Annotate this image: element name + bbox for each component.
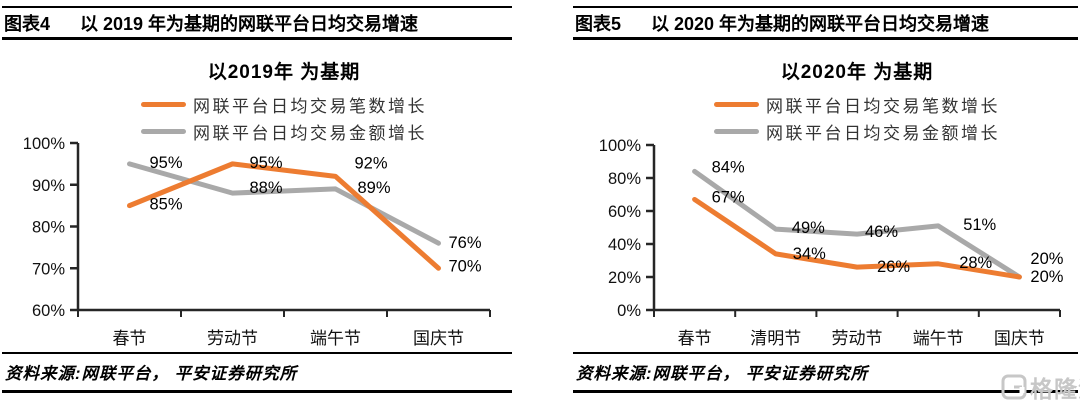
y-tick-label: 60% [608, 203, 641, 221]
data-label: 95% [250, 154, 283, 172]
chart-title: 以2019年 为基期 [207, 62, 361, 83]
data-label: 46% [865, 223, 898, 241]
series-line-1 [692, 168, 1022, 280]
data-label: 20% [1030, 268, 1063, 286]
y-tick-label: 0% [617, 302, 641, 320]
x-category-label: 国庆节 [413, 329, 464, 348]
figure-header: 图表5 以 2020 年为基期的网联平台日均交易增速 [573, 6, 1078, 40]
x-category-label: 端午节 [310, 329, 361, 348]
figure-header: 图表4 以 2019 年为基期的网联平台日均交易增速 [2, 6, 512, 40]
legend-item: 网联平台日均交易金额增长 [141, 119, 427, 144]
figure-tag: 图表4 [4, 13, 51, 34]
legend-item: 网联平台日均交易笔数增长 [714, 92, 1000, 117]
figure-title: 以 2020 年为基期的网联平台日均交易增速 [651, 13, 990, 34]
legend-item: 网联平台日均交易笔数增长 [141, 92, 427, 117]
y-tick-label: 100% [599, 137, 642, 155]
legend-label: 网联平台日均交易笔数增长 [766, 97, 1000, 116]
figure-tag: 图表5 [575, 13, 622, 34]
legend-line-swatch [141, 102, 186, 107]
y-tick-label: 90% [32, 177, 65, 195]
series-line-1 [127, 161, 441, 246]
series-line-0 [127, 161, 441, 271]
legend-label: 网联平台日均交易金额增长 [766, 124, 1000, 143]
line-chart-base-2020: 0% 20% 40% 60% 80% 100% 春节 清明节 劳动节 端午节 国庆节 67% 34% 26… [599, 137, 1064, 348]
y-tick-label: 80% [32, 219, 65, 237]
x-category-label: 劳动节 [207, 329, 258, 348]
x-category-label: 劳动节 [832, 329, 883, 348]
data-label: 92% [355, 154, 388, 172]
watermark-text: 格隆汇 [1030, 376, 1080, 402]
x-category-label: 春节 [113, 329, 147, 348]
x-category-label: 清明节 [750, 329, 801, 348]
y-tick-label: 100% [23, 135, 66, 153]
data-label: 28% [959, 254, 992, 272]
x-category-label: 国庆节 [994, 329, 1045, 348]
chart-legend: 网联平台日均交易笔数增长 网联平台日均交易金额增长 [654, 92, 1060, 144]
legend-line-swatch [141, 129, 186, 134]
y-tick-label: 20% [608, 269, 641, 287]
y-tick-label: 70% [32, 260, 65, 278]
y-tick-label: 40% [608, 236, 641, 254]
figure-panel-2020: 图表5 以 2020 年为基期的网联平台日均交易增速 以2020年 为基期 网联… [573, 0, 1080, 403]
line-chart-base-2019: 60% 70% 80% 90% 100% 春节 劳动节 端午节 国庆节 85% 95% 92% 70% 9… [23, 135, 491, 348]
figure-title: 以 2019 年为基期的网联平台日均交易增速 [80, 13, 419, 34]
legend-item: 网联平台日均交易金额增长 [714, 119, 1000, 144]
legend-label: 网联平台日均交易笔数增长 [193, 97, 427, 116]
figure-panel-2019: 图表4 以 2019 年为基期的网联平台日均交易增速 以2019年 为基期 网联… [0, 0, 516, 403]
data-label: 85% [150, 196, 183, 214]
legend-line-swatch [714, 129, 759, 134]
y-tick-label: 60% [32, 302, 65, 320]
chart-title: 以2020年 为基期 [780, 62, 934, 83]
x-category-label: 春节 [678, 329, 712, 348]
data-label: 67% [712, 188, 745, 206]
data-label: 89% [358, 179, 391, 197]
legend-line-swatch [714, 102, 759, 107]
source-note: 资料来源:网联平台， 平安证券研究所 [573, 352, 1078, 393]
data-label: 49% [792, 219, 825, 237]
data-label: 76% [449, 234, 482, 252]
data-label: 26% [877, 258, 910, 276]
data-label: 70% [449, 257, 482, 275]
series-line-0 [692, 196, 1022, 280]
data-label: 95% [150, 154, 183, 172]
data-label: 88% [250, 179, 283, 197]
chart-legend: 网联平台日均交易笔数增长 网联平台日均交易金额增长 [78, 92, 490, 144]
data-label: 20% [1030, 250, 1063, 268]
gelonghui-watermark: 格隆汇 [1001, 370, 1080, 403]
y-tick-label: 80% [608, 170, 641, 188]
data-label: 34% [793, 245, 826, 263]
legend-label: 网联平台日均交易金额增长 [193, 124, 427, 143]
x-category-label: 端午节 [913, 329, 964, 348]
source-note: 资料来源:网联平台， 平安证券研究所 [2, 352, 512, 393]
gelonghui-logo-icon [1001, 374, 1027, 400]
data-label: 51% [963, 216, 996, 234]
data-label: 84% [712, 158, 745, 176]
